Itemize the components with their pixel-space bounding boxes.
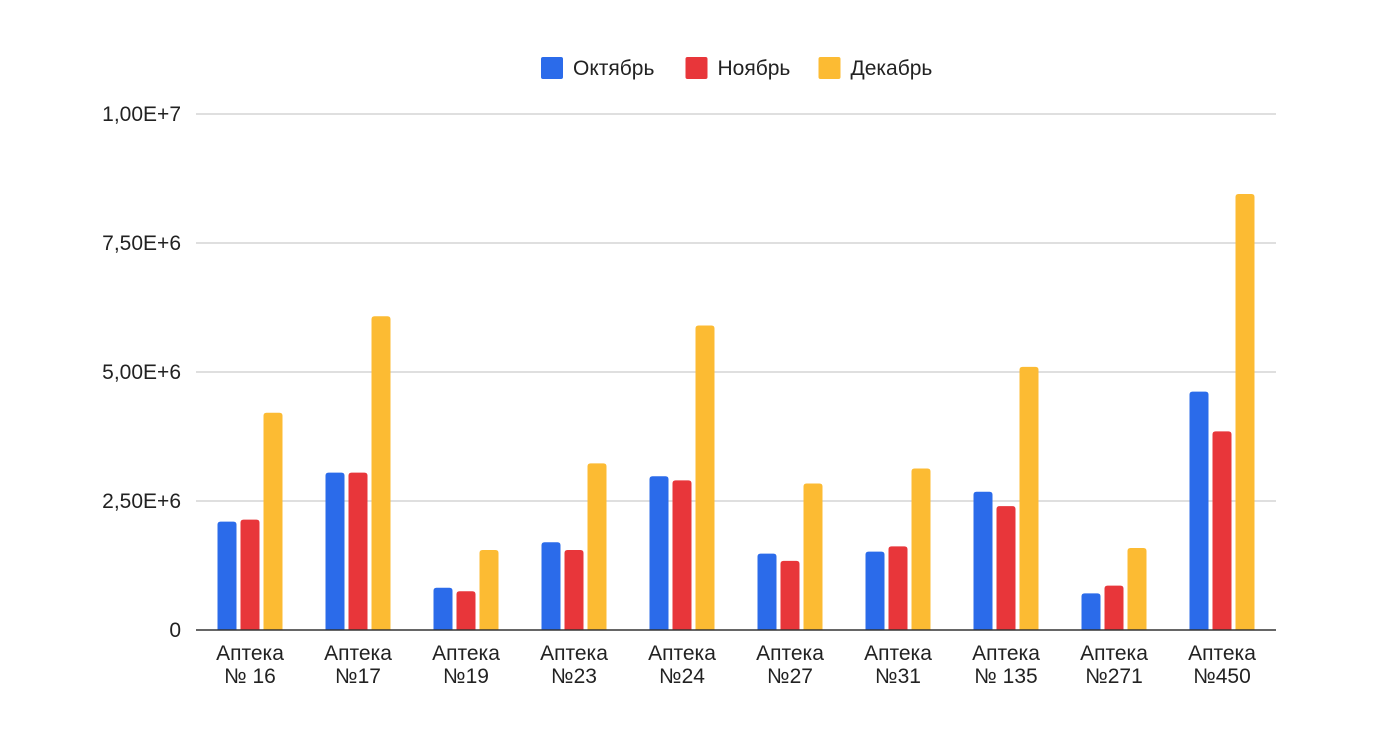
x-category-label: Аптека №27 <box>756 642 824 688</box>
x-category-label-line: №450 <box>1193 665 1251 688</box>
x-category-label-line: Аптека <box>432 642 500 665</box>
bar-3-1 <box>263 412 283 630</box>
bar-3-5 <box>695 325 715 630</box>
x-category-label-line: №271 <box>1085 665 1143 688</box>
bar-2-9 <box>1104 585 1124 630</box>
bar-1-3 <box>433 587 453 630</box>
legend-label-2: Ноябрь <box>718 57 791 80</box>
y-tick-label: 7,50E+6 <box>102 232 181 255</box>
bar-3-3 <box>479 550 499 630</box>
x-category-label: Аптека №23 <box>540 642 608 688</box>
bar-3-9 <box>1127 547 1147 630</box>
y-tick-label: 0 <box>169 619 181 642</box>
x-category-label-line: Аптека <box>324 642 392 665</box>
x-category-label: Аптека №31 <box>864 642 932 688</box>
x-category-label-line: Аптека <box>1080 642 1148 665</box>
legend-swatch-2 <box>685 57 708 79</box>
x-category-label: Аптека № 135 <box>972 642 1040 688</box>
bar-3-7 <box>911 468 931 630</box>
bar-2-6 <box>780 560 800 630</box>
x-category-label-line: Аптека <box>756 642 824 665</box>
bars <box>217 193 1255 631</box>
bar-3-6 <box>803 483 823 630</box>
bar-3-4 <box>587 463 607 630</box>
x-category-label-line: Аптека <box>1188 642 1256 665</box>
bar-2-3 <box>456 591 476 630</box>
x-category-label: Аптека №450 <box>1188 642 1256 688</box>
x-category-label-line: №24 <box>659 665 705 688</box>
bar-1-2 <box>325 472 345 630</box>
bar-1-7 <box>865 551 885 630</box>
bar-2-10 <box>1212 431 1232 630</box>
bar-1-10 <box>1189 391 1209 630</box>
bar-1-6 <box>757 553 777 630</box>
bar-1-5 <box>649 476 669 630</box>
x-category-label-line: Аптека <box>216 642 284 665</box>
legend-swatch-3 <box>818 57 841 79</box>
x-category-label: Аптека №19 <box>432 642 500 688</box>
x-category-label: Аптека №17 <box>324 642 392 688</box>
bar-3-2 <box>371 316 391 630</box>
x-category-label-line: №31 <box>875 665 921 688</box>
bar-2-5 <box>672 480 692 630</box>
x-category-label: Аптека №24 <box>648 642 716 688</box>
x-category-label: Аптека №271 <box>1080 642 1148 688</box>
bar-3-10 <box>1235 193 1255 631</box>
x-category-label-line: № 135 <box>974 665 1037 688</box>
x-category-label-line: №17 <box>335 665 381 688</box>
x-category-label-line: №19 <box>443 665 489 688</box>
bar-1-8 <box>973 491 993 630</box>
bar-2-7 <box>888 546 908 630</box>
bar-1-4 <box>541 542 561 630</box>
y-tick-label: 5,00E+6 <box>102 361 181 384</box>
bar-2-4 <box>564 550 584 630</box>
legend-swatch-1 <box>541 57 563 79</box>
bar-1-9 <box>1081 593 1101 630</box>
bar-3-8 <box>1019 366 1039 630</box>
x-category-label-line: №23 <box>551 665 597 688</box>
y-tick-label: 2,50E+6 <box>102 490 181 513</box>
bar-2-1 <box>240 519 260 630</box>
bar-2-2 <box>348 472 368 630</box>
x-category-label-line: Аптека <box>972 642 1040 665</box>
gridlines <box>196 113 1276 502</box>
bar-2-8 <box>996 506 1016 630</box>
x-category-label-line: Аптека <box>648 642 716 665</box>
x-category-label-line: Аптека <box>540 642 608 665</box>
bar-1-1 <box>217 521 237 630</box>
legend: Октябрь Ноябрь Декабрь <box>541 57 932 80</box>
legend-label-3: Декабрь <box>851 57 933 80</box>
x-category-label-line: № 16 <box>224 665 276 688</box>
x-category-label-line: №27 <box>767 665 813 688</box>
y-tick-label: 1,00E+7 <box>102 103 181 126</box>
x-category-label: Аптека № 16 <box>216 642 284 688</box>
legend-label-1: Октябрь <box>573 57 654 80</box>
x-category-label-line: Аптека <box>864 642 932 665</box>
